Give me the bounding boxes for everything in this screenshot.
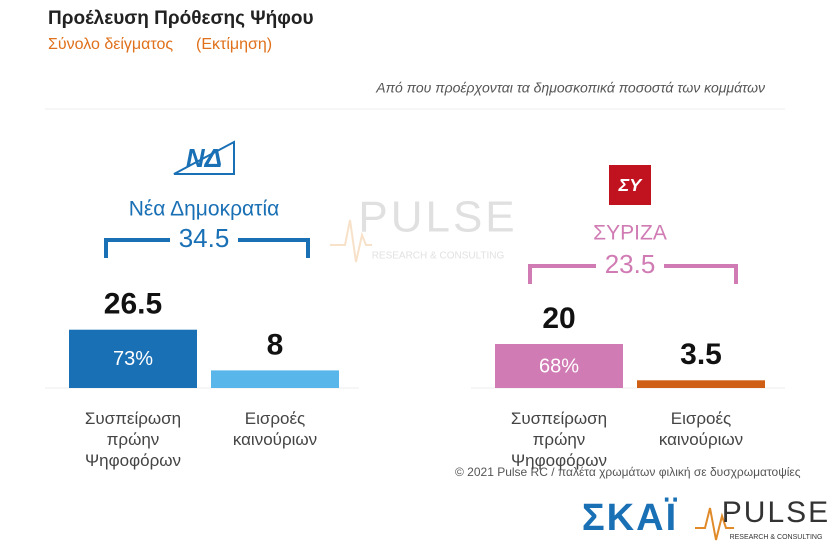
subtitle: Σύνολο δείγματος xyxy=(48,36,173,53)
category-label: Εισροές καινούριων xyxy=(232,409,318,449)
category-label: Εισροές καινούριων xyxy=(658,409,744,449)
bar xyxy=(211,370,339,388)
party-logo: ΣΥ xyxy=(618,175,644,195)
title: Προέλευση Πρόθεσης Ψήφου xyxy=(48,8,314,29)
share-label: 73% xyxy=(113,348,153,370)
share-label: 68% xyxy=(539,355,579,377)
total-label: 34.5 xyxy=(179,223,230,253)
party-logo: ΝΔ xyxy=(186,143,222,173)
pulse-logo-mark xyxy=(695,507,734,541)
value-label: 8 xyxy=(267,328,284,361)
bracket-left xyxy=(528,264,596,284)
party-logo-bg xyxy=(173,140,235,175)
skai-logo-text: ΣΚΑΪ xyxy=(582,496,678,539)
total-label: 23.5 xyxy=(605,249,656,279)
watermark-text: PULSE xyxy=(358,193,517,242)
pulse-logo-text: PULSE xyxy=(722,496,830,529)
question: Από που προέρχονται τα δημοσκοπικά ποσοσ… xyxy=(375,80,765,96)
subtitle-note: (Εκτίμηση) xyxy=(196,36,272,53)
party-logo-bg xyxy=(609,165,651,205)
bar xyxy=(495,344,623,388)
watermark-sub: RESEARCH & CONSULTING xyxy=(372,251,505,262)
pulse-logo-sub: RESEARCH & CONSULTING xyxy=(730,534,823,541)
value-label: 20 xyxy=(542,302,575,335)
bracket-right xyxy=(664,264,738,284)
bracket-left xyxy=(104,238,170,258)
party-name: ΣΥΡΙΖΑ xyxy=(593,222,667,245)
value-label: 26.5 xyxy=(104,288,162,321)
value-label: 3.5 xyxy=(680,338,722,371)
bar xyxy=(69,329,197,388)
party-name: Νέα Δημοκρατία xyxy=(129,198,280,221)
skai-logo xyxy=(578,498,686,540)
bracket-right xyxy=(238,238,310,258)
category-label: Συσπείρωση πρώην Ψηφοφόρων xyxy=(84,409,182,470)
bar xyxy=(637,380,765,388)
watermark: PULSE RESEARCH & CONSULTING xyxy=(330,193,517,263)
footer: © 2021 Pulse RC / παλέτα χρωμάτων φιλική… xyxy=(455,465,801,479)
category-label: Συσπείρωση πρώην Ψηφοφόρων xyxy=(510,409,608,470)
